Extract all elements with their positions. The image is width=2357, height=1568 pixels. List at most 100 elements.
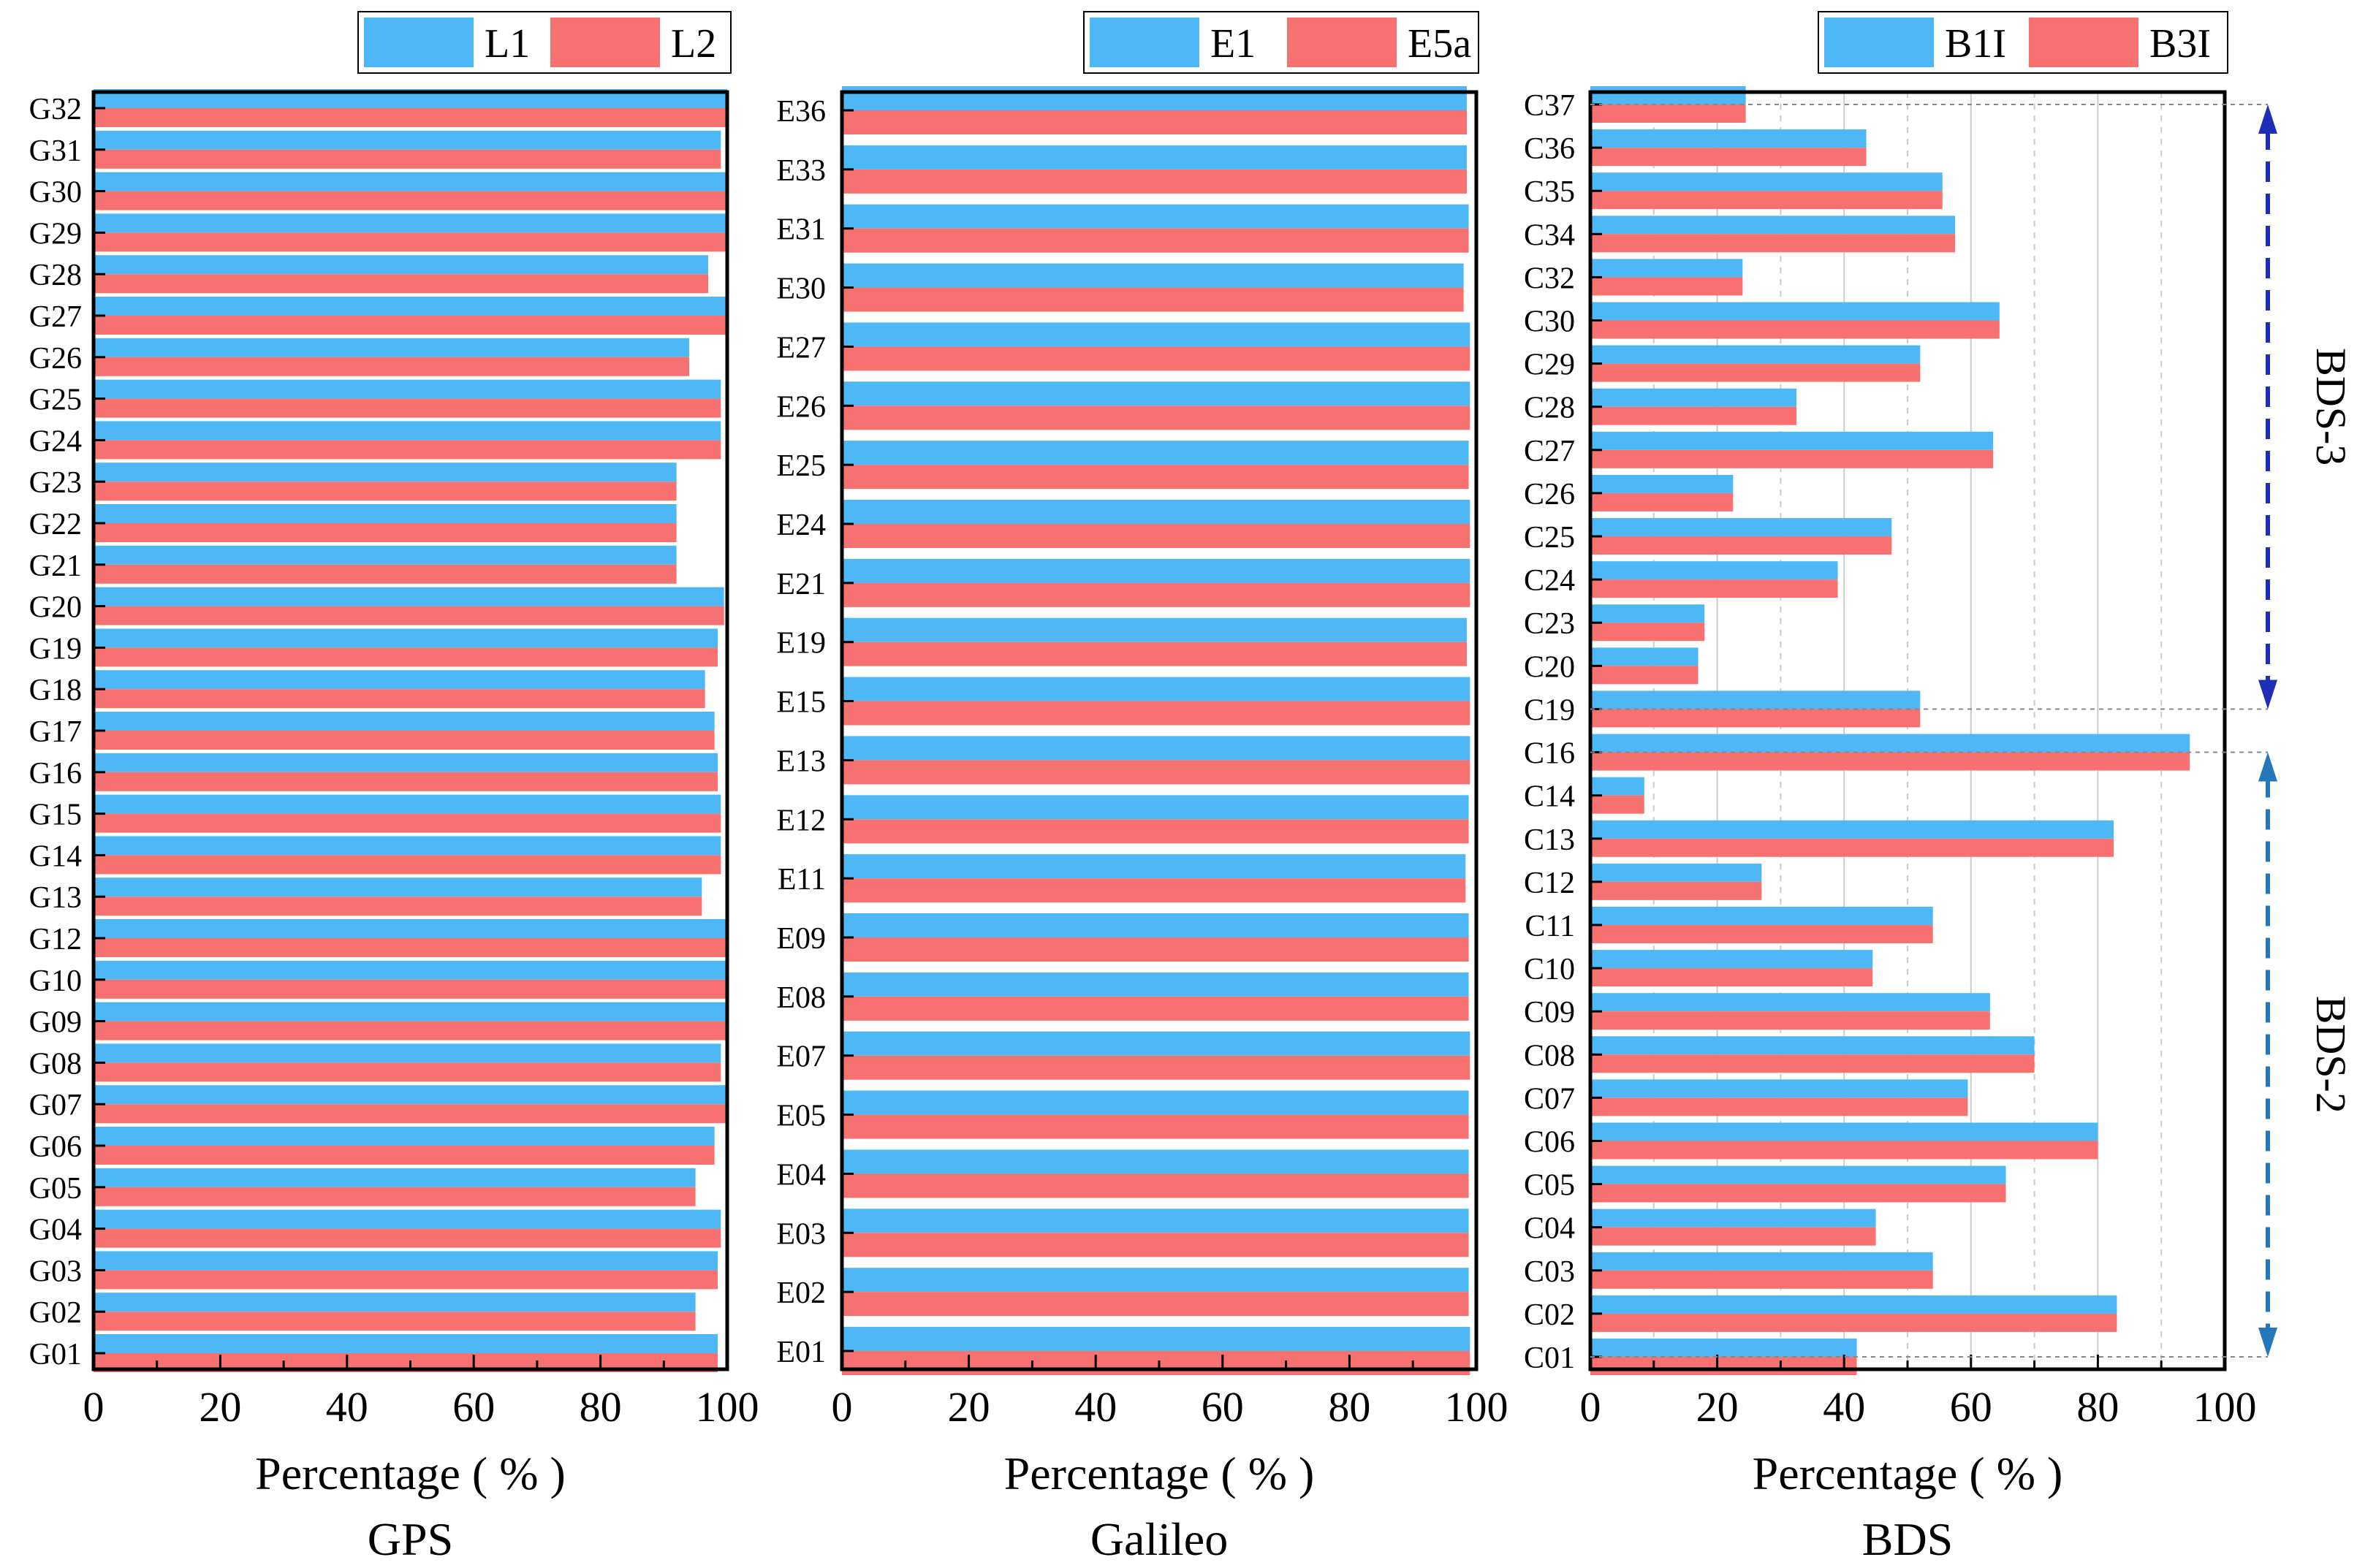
y-tick-label: E05: [776, 1100, 826, 1133]
bar-B3I-C23: [1590, 623, 1705, 642]
bar-B1I-C05: [1590, 1165, 2006, 1184]
y-tick-label: E21: [776, 568, 826, 601]
bar-B1I-C03: [1590, 1252, 1933, 1271]
x-tick-label: 20: [1696, 1383, 1739, 1431]
bar-B3I-C36: [1590, 148, 1867, 167]
bar-L2-G17: [94, 731, 715, 750]
bar-L1-G24: [94, 421, 721, 441]
bar-B3I-C05: [1590, 1184, 2006, 1203]
bar-E1-E11: [842, 854, 1466, 879]
x-tick-label: 0: [83, 1383, 105, 1431]
y-tick-label: G05: [29, 1172, 82, 1206]
y-tick-label: G28: [29, 259, 82, 292]
bar-E1-E08: [842, 972, 1469, 997]
bar-L1-G28: [94, 255, 708, 275]
bar-E1-E19: [842, 617, 1467, 642]
y-tick-label: E25: [776, 449, 826, 483]
y-tick-label: G26: [29, 342, 82, 376]
panel-title: Galileo: [1090, 1513, 1228, 1565]
bar-L2-G04: [94, 1228, 721, 1248]
bar-B3I-C32: [1590, 277, 1743, 296]
bar-L2-G05: [94, 1187, 696, 1206]
bar-L2-G14: [94, 855, 721, 875]
bar-B3I-C24: [1590, 579, 1838, 598]
y-tick-label: E36: [776, 95, 826, 129]
y-tick-label: C06: [1524, 1125, 1575, 1159]
y-tick-label: E33: [776, 154, 826, 188]
y-tick-label: G22: [29, 508, 82, 541]
y-tick-label: E08: [776, 981, 826, 1015]
bar-L2-G10: [94, 979, 727, 999]
bar-E1-E09: [842, 913, 1469, 937]
bar-B1I-C09: [1590, 993, 1990, 1012]
bar-L2-G27: [94, 316, 727, 335]
bar-B1I-C32: [1590, 259, 1743, 278]
bar-B1I-C23: [1590, 604, 1705, 623]
bar-B3I-C25: [1590, 536, 1892, 555]
y-tick-label: G16: [29, 757, 82, 791]
y-tick-label: E13: [776, 745, 826, 778]
x-tick-label: 60: [1202, 1383, 1244, 1431]
y-tick-label: E24: [776, 509, 826, 542]
legend-swatch-B1I: [1824, 18, 1934, 67]
bar-L2-G22: [94, 523, 677, 542]
bar-L2-G15: [94, 813, 721, 833]
bar-L1-G15: [94, 794, 721, 814]
y-tick-label: E26: [776, 390, 826, 424]
x-tick-label: 40: [1823, 1383, 1865, 1431]
bar-B1I-C07: [1590, 1079, 1968, 1098]
bar-B3I-C12: [1590, 881, 1762, 900]
y-tick-label: C07: [1524, 1082, 1575, 1116]
bar-B3I-C14: [1590, 795, 1644, 814]
bar-B1I-C37: [1590, 86, 1746, 104]
arrow-head: [2258, 752, 2277, 782]
legend-label: L1: [485, 21, 530, 66]
bar-L1-G14: [94, 836, 721, 856]
y-tick-label: C35: [1524, 175, 1575, 209]
bar-L1-G26: [94, 338, 689, 357]
bar-B3I-C09: [1590, 1011, 1990, 1030]
bar-E1-E05: [842, 1090, 1469, 1115]
bar-E1-E12: [842, 795, 1469, 820]
y-tick-label: G27: [29, 300, 82, 334]
bar-B3I-C06: [1590, 1141, 2098, 1160]
bar-E5a-E08: [842, 996, 1469, 1021]
y-tick-label: C34: [1524, 218, 1575, 252]
bar-E5a-E21: [842, 582, 1470, 607]
bar-L2-G26: [94, 357, 689, 376]
legend-label: B1I: [1945, 21, 2006, 66]
x-axis-label: Percentage ( % ): [255, 1447, 566, 1499]
legend: B1I B3I: [1818, 11, 2228, 74]
bar-B3I-C28: [1590, 406, 1797, 425]
y-tick-label: C28: [1524, 392, 1575, 425]
x-tick-label: 40: [1074, 1383, 1117, 1431]
bar-E5a-E01: [842, 1351, 1470, 1375]
bar-E5a-E04: [842, 1173, 1469, 1198]
bar-L1-G22: [94, 504, 677, 523]
panel-title: GPS: [368, 1513, 453, 1565]
bar-L2-G30: [94, 191, 727, 210]
y-tick-label: E03: [776, 1217, 826, 1251]
y-tick-label: E01: [776, 1336, 826, 1369]
bar-L2-G03: [94, 1270, 718, 1290]
bar-B3I-C30: [1590, 320, 2000, 339]
bar-E1-E27: [842, 322, 1470, 347]
y-tick-label: G07: [29, 1089, 82, 1122]
bar-L2-G06: [94, 1146, 715, 1165]
y-tick-label: G31: [29, 134, 82, 168]
bar-L2-G24: [94, 440, 721, 460]
x-tick-label: 100: [2193, 1383, 2257, 1431]
y-tick-label: C19: [1524, 693, 1575, 727]
bar-E5a-E27: [842, 346, 1470, 371]
bar-B1I-C11: [1590, 906, 1933, 925]
bar-B1I-C24: [1590, 561, 1838, 580]
x-tick-label: 100: [1445, 1383, 1508, 1431]
bar-B3I-C16: [1590, 752, 2190, 771]
bar-E5a-E05: [842, 1114, 1469, 1139]
y-tick-label: C09: [1524, 996, 1575, 1030]
bar-B3I-C20: [1590, 666, 1699, 685]
bar-B1I-C04: [1590, 1209, 1876, 1228]
bar-E5a-E09: [842, 937, 1469, 962]
y-tick-label: C12: [1524, 867, 1575, 900]
bar-E5a-E11: [842, 878, 1466, 903]
